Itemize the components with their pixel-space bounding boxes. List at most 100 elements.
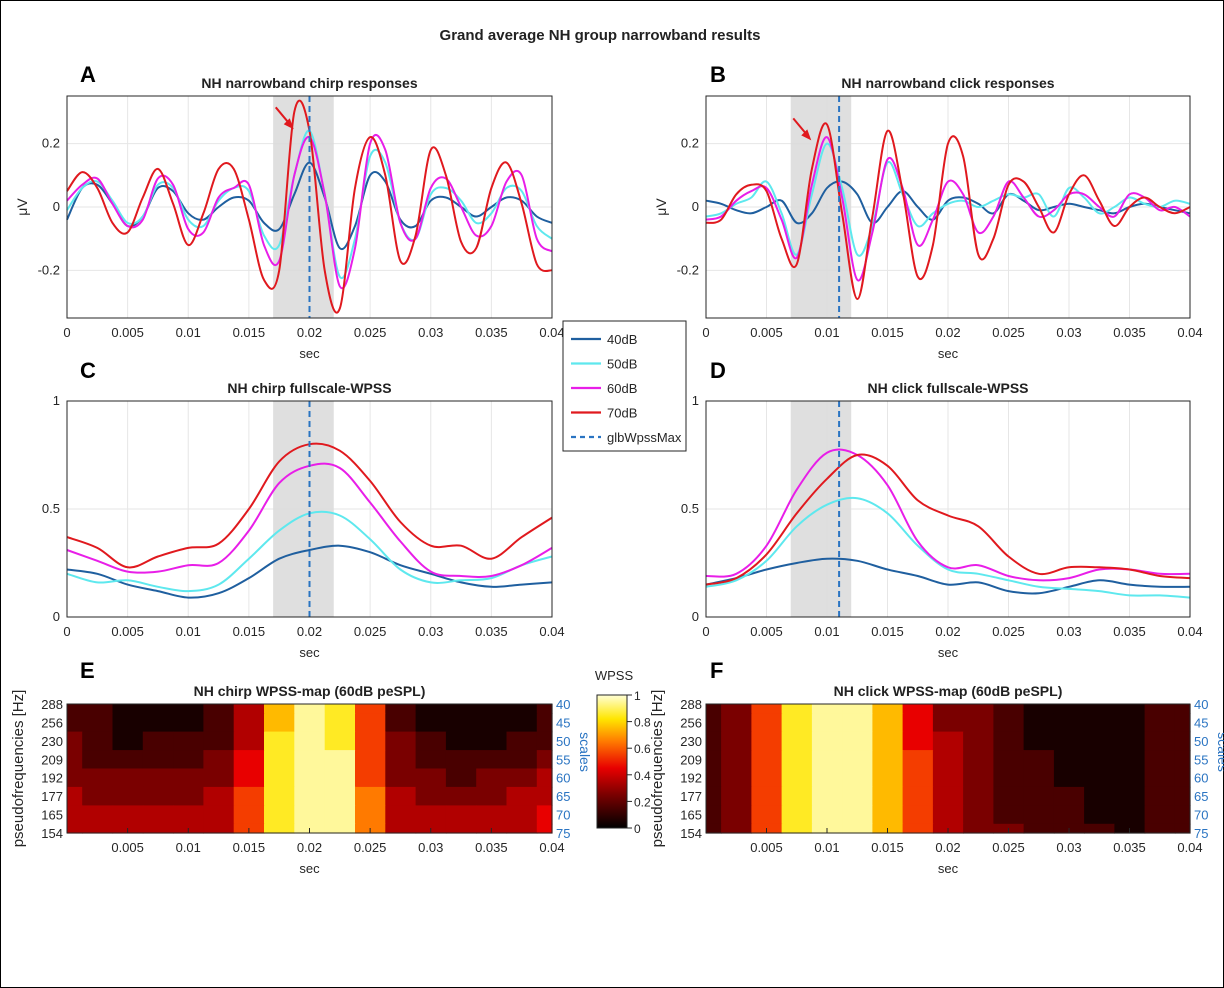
heatmap-cell — [203, 731, 235, 751]
x-axis-label: sec — [938, 861, 959, 876]
heatmap-cell — [536, 731, 553, 751]
y-axis-label: μV — [14, 198, 30, 216]
y-tick-label: 0 — [53, 199, 60, 214]
heatmap-cell — [82, 805, 114, 825]
heatmap-cell — [1023, 750, 1055, 770]
heatmap-cell — [324, 750, 356, 770]
x-tick-label: 0.01 — [176, 325, 201, 340]
heatmap-cell — [264, 805, 295, 825]
heatmap-cell — [112, 704, 144, 714]
heatmap-cell — [294, 704, 326, 714]
heatmap-cell — [1084, 768, 1115, 788]
y-tick-label: -0.2 — [677, 262, 699, 277]
heatmap-cell — [781, 713, 813, 733]
heatmap-cell — [355, 731, 386, 751]
heatmap-cell — [203, 768, 235, 788]
heatmap-cell — [324, 823, 356, 834]
heatmap-cell — [385, 805, 417, 825]
heatmap-cell — [112, 768, 144, 788]
legend: 40dB 50dB 60dB 70dB glbWpssMax — [562, 320, 687, 452]
heatmap-cell — [82, 731, 114, 751]
colorbar-tick-label: 0.4 — [634, 769, 651, 783]
legend-label: 60dB — [607, 381, 637, 396]
heatmap-cell — [781, 704, 813, 714]
x-tick-label: 0 — [702, 624, 709, 639]
heatmap-cell — [993, 731, 1025, 751]
x-tick-label: 0.015 — [233, 840, 266, 855]
heatmap-cell — [203, 750, 235, 770]
heatmap-cell — [1023, 768, 1055, 788]
x-tick-label: 0 — [63, 624, 70, 639]
heatmap-cell — [706, 823, 722, 834]
heatmap-cell — [112, 731, 144, 751]
series-line-50dB — [705, 496, 1191, 599]
heatmap-cell — [842, 731, 873, 751]
heatmap-cell — [811, 768, 843, 788]
heatmap-cell — [294, 768, 326, 788]
x-tick-label: 0.025 — [992, 624, 1025, 639]
heatmap-cell — [112, 713, 144, 733]
heatmap-cell — [415, 750, 447, 770]
heatmap-cell — [445, 823, 477, 834]
x-tick-label: 0.03 — [1056, 325, 1081, 340]
heatmap-cell — [142, 750, 174, 770]
y2-tick-label: 65 — [556, 789, 570, 804]
heatmap-cell — [1053, 768, 1085, 788]
heatmap-cell — [385, 823, 417, 834]
heatmap-cell — [1144, 704, 1176, 714]
x-tick-label: 0.035 — [475, 325, 508, 340]
heatmap-cell — [1144, 713, 1176, 733]
y-axis-label: pseudofrequencies [Hz] — [649, 690, 666, 848]
heatmap-cell — [751, 713, 783, 733]
heatmap-cell — [324, 731, 356, 751]
heatmap-cell — [385, 713, 417, 733]
y-tick-label: 0.5 — [42, 501, 60, 516]
heatmap-cell — [294, 786, 326, 806]
heatmap-cell — [1114, 805, 1146, 825]
heatmap-cell — [811, 704, 843, 714]
panel-title: NH chirp fullscale-WPSS — [227, 380, 391, 396]
plot-frame — [66, 400, 553, 618]
heatmap-cell — [506, 704, 538, 714]
highlight-region — [273, 401, 334, 617]
y-tick-label: 0 — [692, 609, 699, 624]
y2-tick-label: 65 — [1194, 789, 1208, 804]
colorbar-title: WPSS — [595, 668, 634, 683]
heatmap-cell — [1023, 731, 1055, 751]
heatmap-cell — [872, 805, 904, 825]
series-line-60dB — [705, 448, 1191, 582]
legend-label: 70dB — [607, 406, 637, 421]
heatmap-cell — [264, 750, 295, 770]
heatmap-cell — [173, 713, 204, 733]
panel-a: A NH narrowband chirp responses 0 0.005 0.01… — [14, 62, 565, 361]
heatmap-cell — [536, 713, 553, 733]
heatmap-cell — [932, 731, 964, 751]
x-tick-label: 0 — [702, 325, 709, 340]
heatmap-cell — [1053, 704, 1085, 714]
heatmap-cell — [993, 805, 1025, 825]
heatmap-cell — [233, 786, 265, 806]
heatmap-cell — [932, 704, 964, 714]
heatmap-cell — [811, 805, 843, 825]
heatmap-cell — [811, 750, 843, 770]
x-tick-label: 0.03 — [1056, 624, 1081, 639]
panel-d: D NH click fullscale-WPSS 0 0.005 0.01 0.015 0… — [681, 358, 1203, 660]
heatmap-cell — [1174, 750, 1191, 770]
heatmap-cell — [1084, 713, 1115, 733]
panel-title: NH click WPSS-map (60dB peSPL) — [834, 683, 1063, 699]
heatmap-cell — [902, 750, 934, 770]
heatmap-cell — [82, 823, 114, 834]
y2-tick-label: 40 — [556, 697, 570, 712]
heatmap-cell — [872, 713, 904, 733]
y2-tick-label: 45 — [556, 715, 570, 730]
heatmap-cell — [82, 768, 114, 788]
heatmap-cell — [721, 713, 752, 733]
heatmap-cell — [203, 786, 235, 806]
heatmap-cell — [751, 750, 783, 770]
heatmap-cell — [993, 713, 1025, 733]
heatmap-cell — [142, 704, 174, 714]
panel-letter: F — [710, 658, 723, 683]
heatmap-cell — [706, 805, 722, 825]
heatmap-cell — [932, 786, 964, 806]
heatmap-cell — [294, 805, 326, 825]
